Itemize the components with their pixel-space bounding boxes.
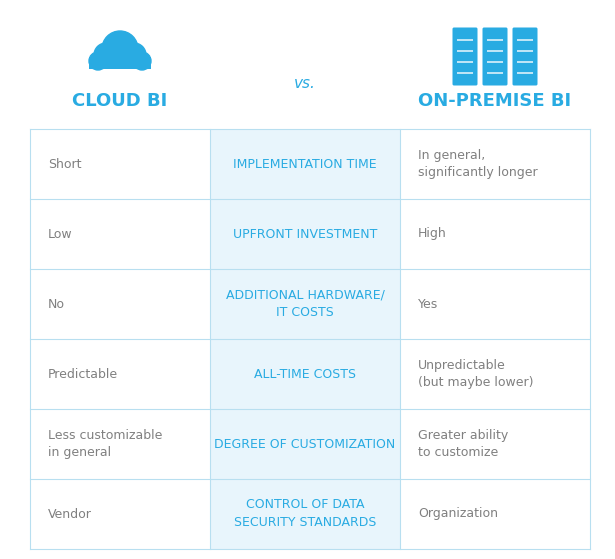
Text: High: High	[418, 228, 446, 240]
Text: Low: Low	[48, 228, 73, 240]
Text: Predictable: Predictable	[48, 367, 118, 381]
FancyBboxPatch shape	[89, 57, 151, 69]
Text: ADDITIONAL HARDWARE/
IT COSTS: ADDITIONAL HARDWARE/ IT COSTS	[226, 288, 384, 320]
Text: UPFRONT INVESTMENT: UPFRONT INVESTMENT	[233, 228, 377, 240]
Text: DEGREE OF CUSTOMIZATION: DEGREE OF CUSTOMIZATION	[215, 438, 395, 451]
Bar	[487, 72, 503, 74]
Bar	[517, 72, 533, 74]
Circle shape	[122, 43, 146, 67]
FancyBboxPatch shape	[453, 27, 477, 86]
Circle shape	[94, 43, 118, 67]
Text: IMPLEMENTATION TIME: IMPLEMENTATION TIME	[233, 158, 377, 170]
Text: Greater ability
to customize: Greater ability to customize	[418, 429, 508, 459]
Bar	[487, 50, 503, 52]
Text: Vendor: Vendor	[48, 508, 92, 520]
Text: Unpredictable
(but maybe lower): Unpredictable (but maybe lower)	[418, 359, 533, 389]
Bar	[517, 50, 533, 52]
Text: CONTROL OF DATA
SECURITY STANDARDS: CONTROL OF DATA SECURITY STANDARDS	[234, 499, 376, 529]
Text: vs.: vs.	[294, 77, 316, 92]
Text: Yes: Yes	[418, 297, 438, 310]
Text: ON-PREMISE BI: ON-PREMISE BI	[418, 92, 571, 110]
Bar	[457, 61, 473, 63]
Bar	[457, 72, 473, 74]
Text: Organization: Organization	[418, 508, 498, 520]
Text: No: No	[48, 297, 65, 310]
Circle shape	[133, 52, 151, 70]
Text: Less customizable
in general: Less customizable in general	[48, 429, 162, 459]
Text: CLOUD BI: CLOUD BI	[73, 92, 168, 110]
Bar	[210, 129, 400, 549]
Bar	[517, 39, 533, 41]
Text: In general,
significantly longer: In general, significantly longer	[418, 149, 538, 179]
Bar	[517, 61, 533, 63]
Bar	[457, 39, 473, 41]
Circle shape	[89, 52, 107, 70]
Bar	[487, 61, 503, 63]
Text: ALL-TIME COSTS: ALL-TIME COSTS	[254, 367, 356, 381]
FancyBboxPatch shape	[512, 27, 538, 86]
Text: Short: Short	[48, 158, 82, 170]
Circle shape	[102, 31, 138, 67]
Bar	[457, 50, 473, 52]
FancyBboxPatch shape	[483, 27, 507, 86]
Bar	[487, 39, 503, 41]
